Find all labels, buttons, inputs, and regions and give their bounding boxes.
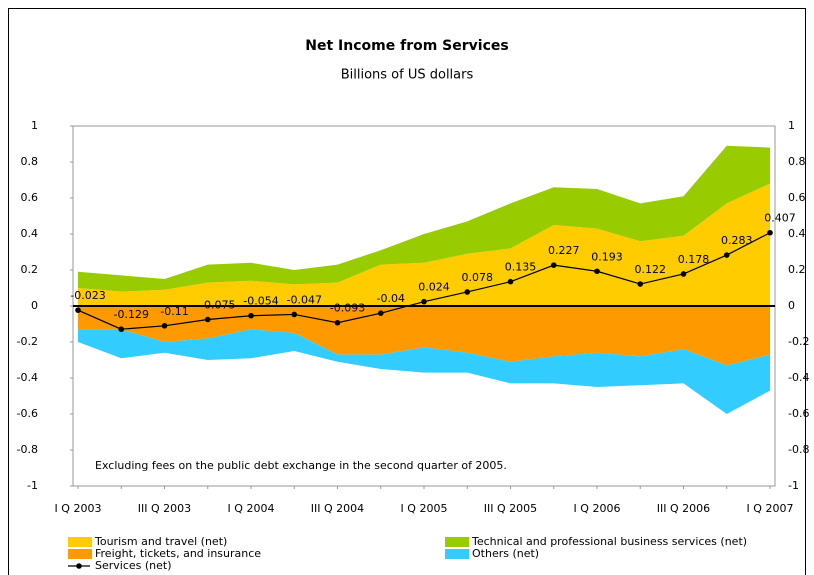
- marker: [118, 326, 125, 333]
- legend-label: Services (net): [95, 559, 172, 572]
- area: [78, 329, 770, 414]
- legend-swatch: [68, 549, 92, 559]
- x-tick-label: III Q 2004: [311, 502, 364, 515]
- data-label: 0.178: [678, 253, 710, 266]
- x-tick-label: III Q 2003: [138, 502, 191, 515]
- area: [78, 145, 770, 292]
- annotation: Excluding fees on the public debt exchan…: [95, 459, 507, 472]
- data-label: 0.227: [548, 244, 580, 257]
- data-label: -0.075: [200, 299, 235, 312]
- chart-title: Net Income from Services: [305, 38, 508, 54]
- y2-tick-label: -0.6: [788, 407, 809, 420]
- marker: [421, 298, 427, 305]
- marker: [550, 262, 557, 268]
- data-label: 0.193: [591, 250, 623, 263]
- y2-tick-label: 0.8: [788, 155, 806, 168]
- y-tick-label: -0.4: [17, 371, 38, 384]
- data-label: -0.093: [330, 302, 365, 315]
- marker: [594, 268, 600, 275]
- y2-tick-label: 0.2: [788, 263, 806, 276]
- frame: [8, 8, 806, 575]
- data-label: 0.024: [418, 281, 450, 294]
- chart-subtitle: Billions of US dollars: [341, 68, 474, 83]
- marker: [767, 229, 773, 236]
- legend-marker: [76, 563, 82, 569]
- legend-label: Tourism and travel (net): [94, 535, 227, 548]
- legend-swatch: [445, 537, 469, 547]
- marker: [464, 289, 471, 295]
- marker: [507, 278, 514, 285]
- marker: [75, 307, 81, 313]
- y-tick-label: -0.6: [17, 407, 38, 420]
- x-tick-label: I Q 2004: [228, 502, 275, 515]
- x-tick-label: III Q 2006: [657, 502, 710, 515]
- data-label: -0.11: [160, 305, 188, 318]
- legend-swatch: [68, 537, 92, 547]
- data-label: -0.023: [70, 289, 105, 302]
- data-label: -0.054: [243, 295, 278, 308]
- y-tick-label: 0.2: [21, 263, 39, 276]
- data-label: -0.047: [287, 293, 322, 306]
- y2-tick-label: 0: [788, 299, 795, 312]
- y-tick-label: 1: [31, 119, 38, 132]
- area: [78, 183, 770, 306]
- x-tick-label: I Q 2007: [747, 502, 794, 515]
- marker: [637, 281, 644, 287]
- y-tick-label: 0.8: [21, 155, 39, 168]
- marker: [377, 310, 384, 317]
- legend-label: Others (net): [472, 547, 539, 560]
- data-label: 0.078: [462, 271, 494, 284]
- y-tick-label: -0.8: [17, 443, 38, 456]
- y-tick-label: 0.4: [21, 227, 39, 240]
- legend-label: Freight, tickets, and insurance: [95, 547, 261, 560]
- marker: [680, 271, 687, 277]
- x-tick-label: III Q 2005: [484, 502, 537, 515]
- x-tick-label: I Q 2005: [401, 502, 448, 515]
- data-label: -0.129: [114, 308, 149, 321]
- x-tick-label: I Q 2006: [574, 502, 621, 515]
- y2-tick-label: 1: [788, 119, 795, 132]
- y-tick-label: -0.2: [17, 335, 38, 348]
- data-label: 0.283: [721, 234, 753, 247]
- y2-tick-label: -1: [788, 479, 799, 492]
- y2-tick-label: -0.2: [788, 335, 809, 348]
- marker: [204, 316, 211, 323]
- y2-tick-label: 0.4: [788, 227, 806, 240]
- y-tick-label: -1: [27, 479, 38, 492]
- data-label: 0.122: [635, 263, 667, 276]
- data-label: -0.04: [377, 292, 405, 305]
- marker: [334, 319, 341, 326]
- y2-tick-label: 0.6: [788, 191, 806, 204]
- y-tick-label: 0.6: [21, 191, 39, 204]
- legend-label: Technical and professional business serv…: [471, 535, 747, 548]
- y2-tick-label: -0.4: [788, 371, 809, 384]
- marker: [161, 323, 168, 329]
- legend-swatch: [445, 549, 469, 559]
- data-label: 0.407: [764, 212, 796, 225]
- y2-tick-label: -0.8: [788, 443, 809, 456]
- y-tick-label: 0: [31, 299, 38, 312]
- marker: [723, 252, 730, 258]
- marker: [291, 311, 298, 318]
- area: [78, 306, 770, 366]
- x-tick-label: I Q 2003: [55, 502, 102, 515]
- data-label: 0.135: [505, 261, 537, 274]
- marker: [248, 312, 254, 319]
